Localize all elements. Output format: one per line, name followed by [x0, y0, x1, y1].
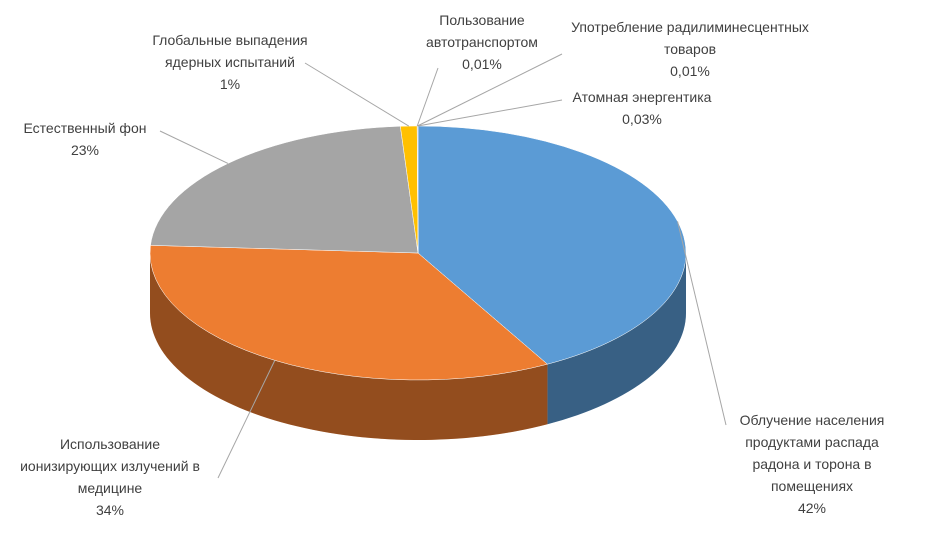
label-value: 1% — [219, 76, 241, 92]
label-name: Употребление радилиминесцентных товаров — [571, 19, 809, 57]
data-label: Глобальные выпадения ядерных испытаний 1% — [130, 29, 330, 95]
data-label: Естественный фон 23% — [0, 117, 170, 161]
label-name: Использование ионизирующих излучений в м… — [20, 436, 200, 496]
data-label: Облучение населения продуктами распада р… — [725, 409, 900, 519]
leader-line — [304, 62, 410, 127]
label-name: Глобальные выпадения ядерных испытаний — [152, 32, 308, 70]
data-label: Атомная энергентика 0,03% — [542, 86, 742, 130]
slice — [417, 125, 687, 365]
slice-shade — [547, 253, 686, 425]
label-value: 0,01% — [462, 56, 502, 72]
label-name: Облучение населения продуктами распада р… — [739, 412, 885, 494]
label-name: Атомная энергентика — [572, 89, 712, 105]
label-value: 0,03% — [622, 111, 662, 127]
leader-line — [417, 99, 563, 127]
leader-line — [677, 221, 727, 426]
label-name: Пользование автотранспортом — [426, 12, 538, 50]
slice-shade — [150, 253, 548, 441]
label-value: 42% — [797, 500, 827, 516]
label-value: 34% — [95, 502, 125, 518]
label-value: 23% — [70, 142, 100, 158]
leader-line — [416, 67, 439, 127]
label-name: Естественный фон — [23, 120, 147, 136]
slice — [150, 126, 419, 254]
data-label: Использование ионизирующих излучений в м… — [15, 433, 205, 521]
slice-side — [150, 253, 548, 441]
leader-line — [159, 130, 229, 164]
label-value: 0,01% — [670, 63, 710, 79]
data-label: Пользование автотранспортом 0,01% — [407, 9, 557, 75]
leader-line — [417, 53, 563, 127]
slice-side — [547, 253, 686, 425]
data-label: Употребление радилиминесцентных товаров 0… — [565, 16, 815, 82]
leader-line — [217, 360, 276, 479]
